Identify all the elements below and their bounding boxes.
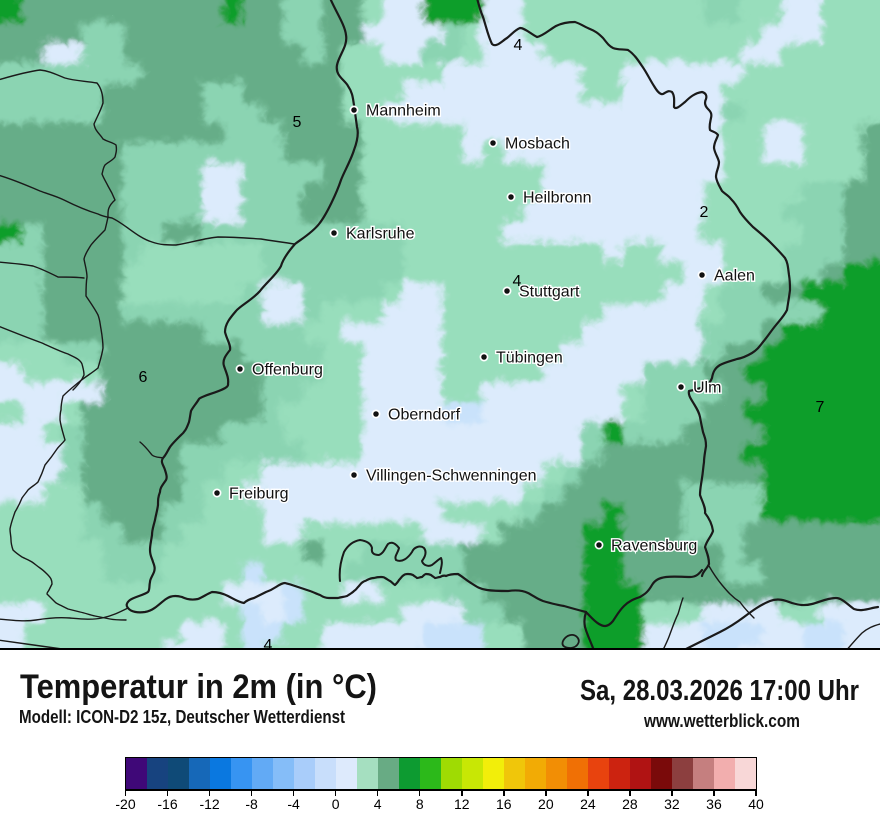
svg-text:Oberndorf: Oberndorf bbox=[388, 407, 461, 424]
svg-text:Ravensburg: Ravensburg bbox=[611, 538, 697, 555]
svg-text:2: 2 bbox=[700, 204, 709, 221]
svg-text:Heilbronn: Heilbronn bbox=[523, 190, 591, 207]
svg-text:Aalen: Aalen bbox=[714, 268, 755, 285]
svg-text:4: 4 bbox=[513, 273, 522, 290]
svg-text:Tübingen: Tübingen bbox=[496, 350, 563, 367]
svg-text:Mannheim: Mannheim bbox=[366, 103, 441, 120]
svg-text:4: 4 bbox=[264, 637, 273, 650]
svg-text:Villingen-Schwenningen: Villingen-Schwenningen bbox=[366, 468, 537, 485]
svg-text:4: 4 bbox=[514, 37, 523, 54]
svg-text:7: 7 bbox=[816, 399, 825, 416]
svg-text:Mosbach: Mosbach bbox=[505, 136, 570, 153]
svg-text:Karlsruhe: Karlsruhe bbox=[346, 226, 415, 243]
svg-text:Stuttgart: Stuttgart bbox=[519, 284, 580, 301]
svg-text:5: 5 bbox=[293, 114, 302, 131]
svg-text:6: 6 bbox=[139, 369, 148, 386]
svg-text:Ulm: Ulm bbox=[693, 380, 721, 397]
svg-text:Freiburg: Freiburg bbox=[229, 486, 289, 503]
svg-text:Offenburg: Offenburg bbox=[252, 362, 323, 379]
